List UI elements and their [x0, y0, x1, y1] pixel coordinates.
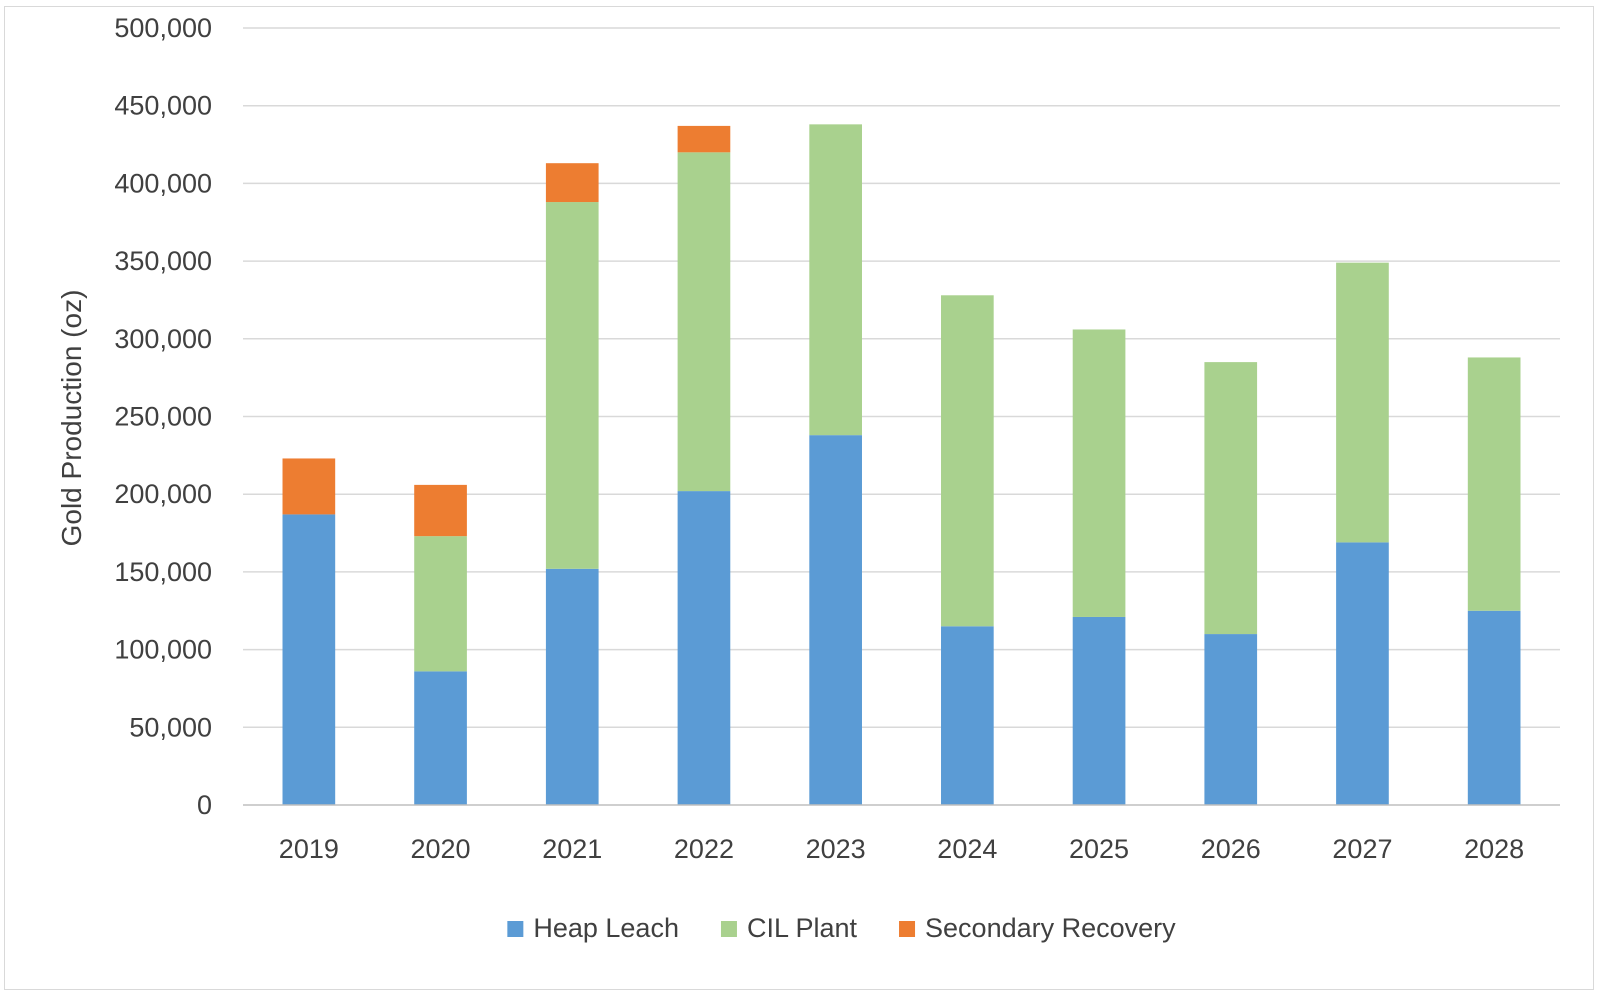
bar-cil-plant-2028: [1467, 357, 1521, 611]
bar-cil-plant-2022: [677, 152, 731, 492]
bar-cil-plant-2027: [1336, 262, 1389, 543]
bars: [282, 124, 1521, 805]
bar-secondary-recovery-2021: [545, 163, 599, 203]
x-tick-label-2025: 2025: [1069, 834, 1129, 864]
bar-cil-plant-2021: [545, 202, 599, 569]
legend-item-cil-plant: CIL Plant: [720, 913, 858, 943]
x-tick-label-2028: 2028: [1464, 834, 1524, 864]
bar-cil-plant-2020: [414, 536, 467, 672]
bar-heap-leach-2027: [1336, 542, 1389, 805]
bar-heap-leach-2022: [677, 491, 731, 805]
bar-cil-plant-2026: [1204, 362, 1258, 635]
y-tick-label: 50,000: [129, 712, 212, 742]
y-tick-label: 500,000: [114, 13, 212, 43]
y-tick-label: 200,000: [114, 479, 212, 509]
legend-label: CIL Plant: [747, 913, 858, 943]
bar-heap-leach-2019: [282, 514, 336, 805]
x-tick-label-2027: 2027: [1332, 834, 1392, 864]
bar-heap-leach-2021: [545, 568, 599, 805]
bar-cil-plant-2023: [809, 124, 862, 436]
y-tick-label: 0: [197, 790, 212, 820]
bar-secondary-recovery-2020: [414, 484, 467, 537]
legend-swatch: [720, 921, 737, 937]
x-tick-label-2024: 2024: [937, 834, 997, 864]
legend-label: Secondary Recovery: [925, 913, 1176, 943]
x-tick-label-2020: 2020: [411, 834, 471, 864]
legend-label: Heap Leach: [533, 913, 679, 943]
x-tick-label-2021: 2021: [542, 834, 602, 864]
y-tick-label: 100,000: [114, 635, 212, 665]
y-tick-label: 300,000: [114, 324, 212, 354]
bar-secondary-recovery-2022: [677, 125, 731, 153]
x-tick-label-2023: 2023: [806, 834, 866, 864]
y-tick-label: 350,000: [114, 246, 212, 276]
y-tick-label: 400,000: [114, 168, 212, 198]
x-tick-label-2019: 2019: [279, 834, 339, 864]
y-tick-label: 150,000: [114, 557, 212, 587]
y-tick-label: 250,000: [114, 402, 212, 432]
chart-frame: [4, 6, 1594, 990]
bar-heap-leach-2026: [1204, 634, 1258, 805]
bar-heap-leach-2020: [414, 671, 467, 805]
bar-heap-leach-2024: [941, 626, 994, 805]
y-axis-title: Gold Production (oz): [56, 290, 87, 547]
y-tick-label: 450,000: [114, 91, 212, 121]
legend: Heap Leach CIL Plant Secondary Recovery: [507, 913, 1176, 943]
y-axis-ticks: 0 50,000 100,000 150,000 200,000 250,000 300,0…: [114, 13, 212, 820]
bar-secondary-recovery-2019: [282, 458, 336, 515]
x-axis-ticks: 2019 2020 2021 2022 2023 2024 2025 2026 2027 2028: [279, 834, 1524, 864]
legend-item-heap-leach: Heap Leach: [507, 913, 679, 943]
x-tick-label-2022: 2022: [674, 834, 734, 864]
bar-cil-plant-2025: [1072, 329, 1126, 617]
legend-swatch: [507, 921, 524, 937]
bar-heap-leach-2028: [1467, 610, 1521, 805]
legend-swatch: [899, 921, 916, 937]
legend-item-secondary-recovery: Secondary Recovery: [899, 913, 1176, 943]
x-tick-label-2026: 2026: [1201, 834, 1261, 864]
bar-heap-leach-2023: [809, 435, 862, 805]
bar-cil-plant-2024: [941, 295, 994, 627]
bar-heap-leach-2025: [1072, 616, 1126, 805]
